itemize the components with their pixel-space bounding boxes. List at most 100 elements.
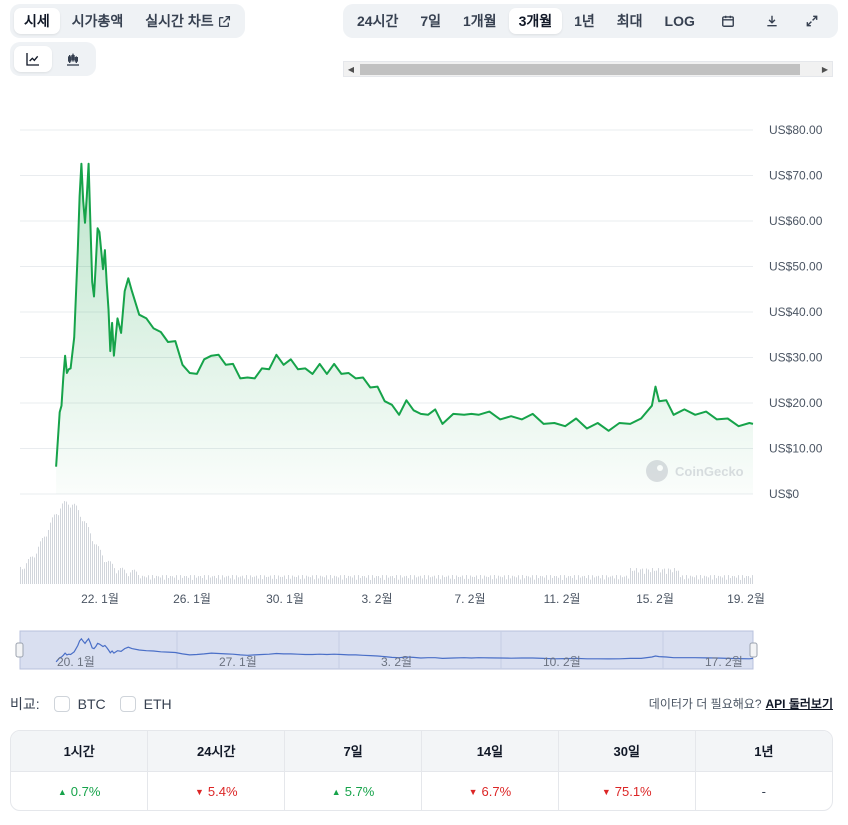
volume-bar: [508, 575, 509, 584]
volume-bar: [312, 575, 313, 584]
volume-bar: [374, 577, 375, 584]
volume-bar: [674, 568, 675, 584]
volume-bar: [114, 568, 115, 584]
volume-bar: [38, 546, 39, 584]
range-1m[interactable]: 1개월: [463, 13, 497, 29]
volume-bar: [426, 579, 427, 584]
calendar-button[interactable]: [707, 8, 749, 34]
navigator-left-handle[interactable]: [15, 642, 24, 658]
volume-bar: [624, 576, 625, 584]
volume-bar: [658, 568, 659, 584]
volume-bar: [366, 577, 367, 584]
volume-bar: [554, 576, 555, 584]
up-arrow-icon: ▲: [331, 786, 341, 797]
candlestick-button[interactable]: [54, 46, 92, 72]
volume-bar: [716, 578, 717, 584]
volume-bar: [440, 579, 441, 584]
volume-bar: [156, 575, 157, 584]
compare-btc[interactable]: BTC: [53, 696, 106, 712]
range-navigator[interactable]: 20. 1월 27. 1월 3. 2월 10. 2월 17. 2월: [15, 630, 758, 670]
volume-bar: [502, 577, 503, 584]
volume-bar: [56, 514, 57, 584]
volume-bar: [564, 575, 565, 584]
volume-bar: [190, 575, 191, 584]
range-max[interactable]: 최대: [616, 13, 643, 29]
tab-price[interactable]: 시세: [14, 8, 60, 34]
volume-bar: [646, 568, 647, 584]
volume-bar: [172, 576, 173, 584]
volume-bar: [532, 575, 533, 584]
x-tick-label: 7. 2월: [454, 592, 485, 606]
volume-bar: [632, 570, 633, 584]
api-link[interactable]: API 둘러보기: [765, 697, 834, 711]
range-1y[interactable]: 1년: [574, 13, 595, 29]
volume-bar: [640, 569, 641, 584]
volume-bar: [738, 575, 739, 584]
volume-bar: [282, 576, 283, 584]
volume-bar: [584, 575, 585, 584]
expand-icon: [806, 15, 818, 27]
y-tick-label: US$30.00: [769, 351, 823, 365]
eth-checkbox[interactable]: [119, 696, 136, 712]
volume-bar: [40, 541, 41, 584]
expand-button[interactable]: [795, 8, 829, 34]
volume-bar: [168, 578, 169, 584]
volume-bar: [582, 576, 583, 584]
volume-bar: [64, 501, 65, 584]
api-more: 데이터가 더 필요해요? API 둘러보기: [648, 697, 834, 711]
volume-bar: [732, 575, 733, 584]
btc-checkbox[interactable]: [53, 696, 70, 712]
volume-bar: [618, 579, 619, 584]
line-chart-button[interactable]: [14, 46, 52, 72]
volume-bar: [178, 579, 179, 584]
volume-bar: [596, 576, 597, 584]
price-chart[interactable]: US$80.00 US$70.00 US$60.00 US$50.00 US$40.00…: [0, 100, 848, 680]
tab-market-cap[interactable]: 시가총액: [71, 13, 124, 29]
scroll-left-arrow[interactable]: ◀: [347, 64, 355, 74]
volume-bar: [280, 576, 281, 584]
compare-row: 비교: BTC ETH: [10, 694, 172, 714]
volume-bar: [630, 568, 631, 584]
volume-bar: [470, 575, 471, 584]
line-chart-icon: [26, 53, 39, 66]
volume-bar: [372, 575, 373, 584]
volume-bar: [398, 579, 399, 584]
range-7d[interactable]: 7일: [420, 13, 442, 29]
down-arrow-icon: ▼: [468, 786, 478, 797]
tab-live-chart[interactable]: 실시간 차트: [135, 8, 240, 34]
volume-bar: [318, 578, 319, 584]
volume-bar: [228, 575, 229, 584]
volume-bar: [60, 508, 61, 584]
compare-eth[interactable]: ETH: [119, 696, 172, 712]
volume-bar: [266, 577, 267, 584]
volume-bar: [718, 575, 719, 584]
volume-bar: [362, 576, 363, 584]
range-3m[interactable]: 3개월: [508, 8, 563, 34]
volume-bar: [288, 575, 289, 584]
volume-bar: [68, 504, 69, 584]
volume-bar: [406, 575, 407, 584]
volume-bar: [494, 575, 495, 584]
range-scrollbar[interactable]: ◀ ▶: [343, 61, 833, 77]
range-24h[interactable]: 24시간: [357, 13, 399, 29]
scrollbar-thumb[interactable]: [360, 64, 800, 75]
volume-bar: [526, 575, 527, 584]
volume-bar: [752, 575, 753, 584]
volume-bar: [150, 579, 151, 584]
volume-bar: [650, 572, 651, 584]
header-30d: 30일: [558, 731, 696, 771]
navigator-right-handle[interactable]: [749, 642, 758, 658]
volume-bar: [90, 533, 91, 584]
download-button[interactable]: [751, 8, 793, 34]
change-30d: ▼ 75.1%: [558, 770, 696, 810]
volume-bar: [578, 575, 579, 584]
volume-bar: [434, 575, 435, 584]
range-log[interactable]: LOG: [664, 13, 695, 29]
volume-bar: [550, 575, 551, 584]
volume-bar: [626, 575, 627, 584]
scroll-right-arrow[interactable]: ▶: [821, 64, 829, 74]
volume-bar: [146, 577, 147, 584]
header-1y: 1년: [695, 731, 832, 771]
x-tick-label: 15. 2월: [636, 592, 674, 606]
volume-bar: [748, 576, 749, 584]
